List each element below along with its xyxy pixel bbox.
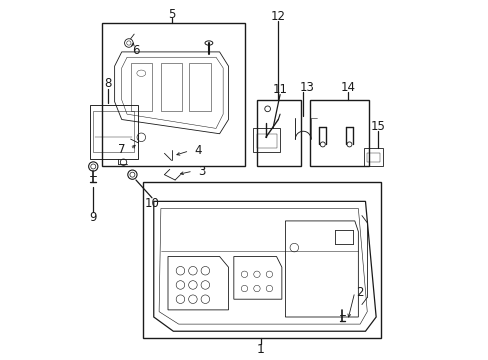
Text: 3: 3: [198, 165, 205, 177]
Bar: [310, 100, 368, 166]
Text: 10: 10: [144, 197, 159, 210]
Text: 9: 9: [89, 211, 97, 224]
Text: 7: 7: [118, 143, 125, 156]
Bar: [102, 23, 244, 166]
Text: 6: 6: [132, 44, 140, 57]
Text: 14: 14: [340, 81, 354, 94]
Bar: [89, 105, 138, 159]
Text: 8: 8: [103, 77, 111, 90]
Text: 4: 4: [194, 144, 202, 157]
Text: 1: 1: [256, 342, 264, 356]
Bar: [93, 111, 134, 152]
Text: 2: 2: [356, 285, 363, 298]
Bar: [256, 100, 301, 166]
Bar: [256, 134, 276, 148]
Text: 15: 15: [370, 120, 385, 133]
Text: 11: 11: [272, 83, 287, 96]
Text: 5: 5: [167, 8, 175, 21]
Bar: [143, 182, 381, 338]
Bar: [366, 153, 379, 162]
Text: 12: 12: [270, 10, 285, 23]
Bar: [253, 129, 280, 152]
Text: 13: 13: [299, 81, 314, 94]
Bar: [363, 148, 383, 166]
